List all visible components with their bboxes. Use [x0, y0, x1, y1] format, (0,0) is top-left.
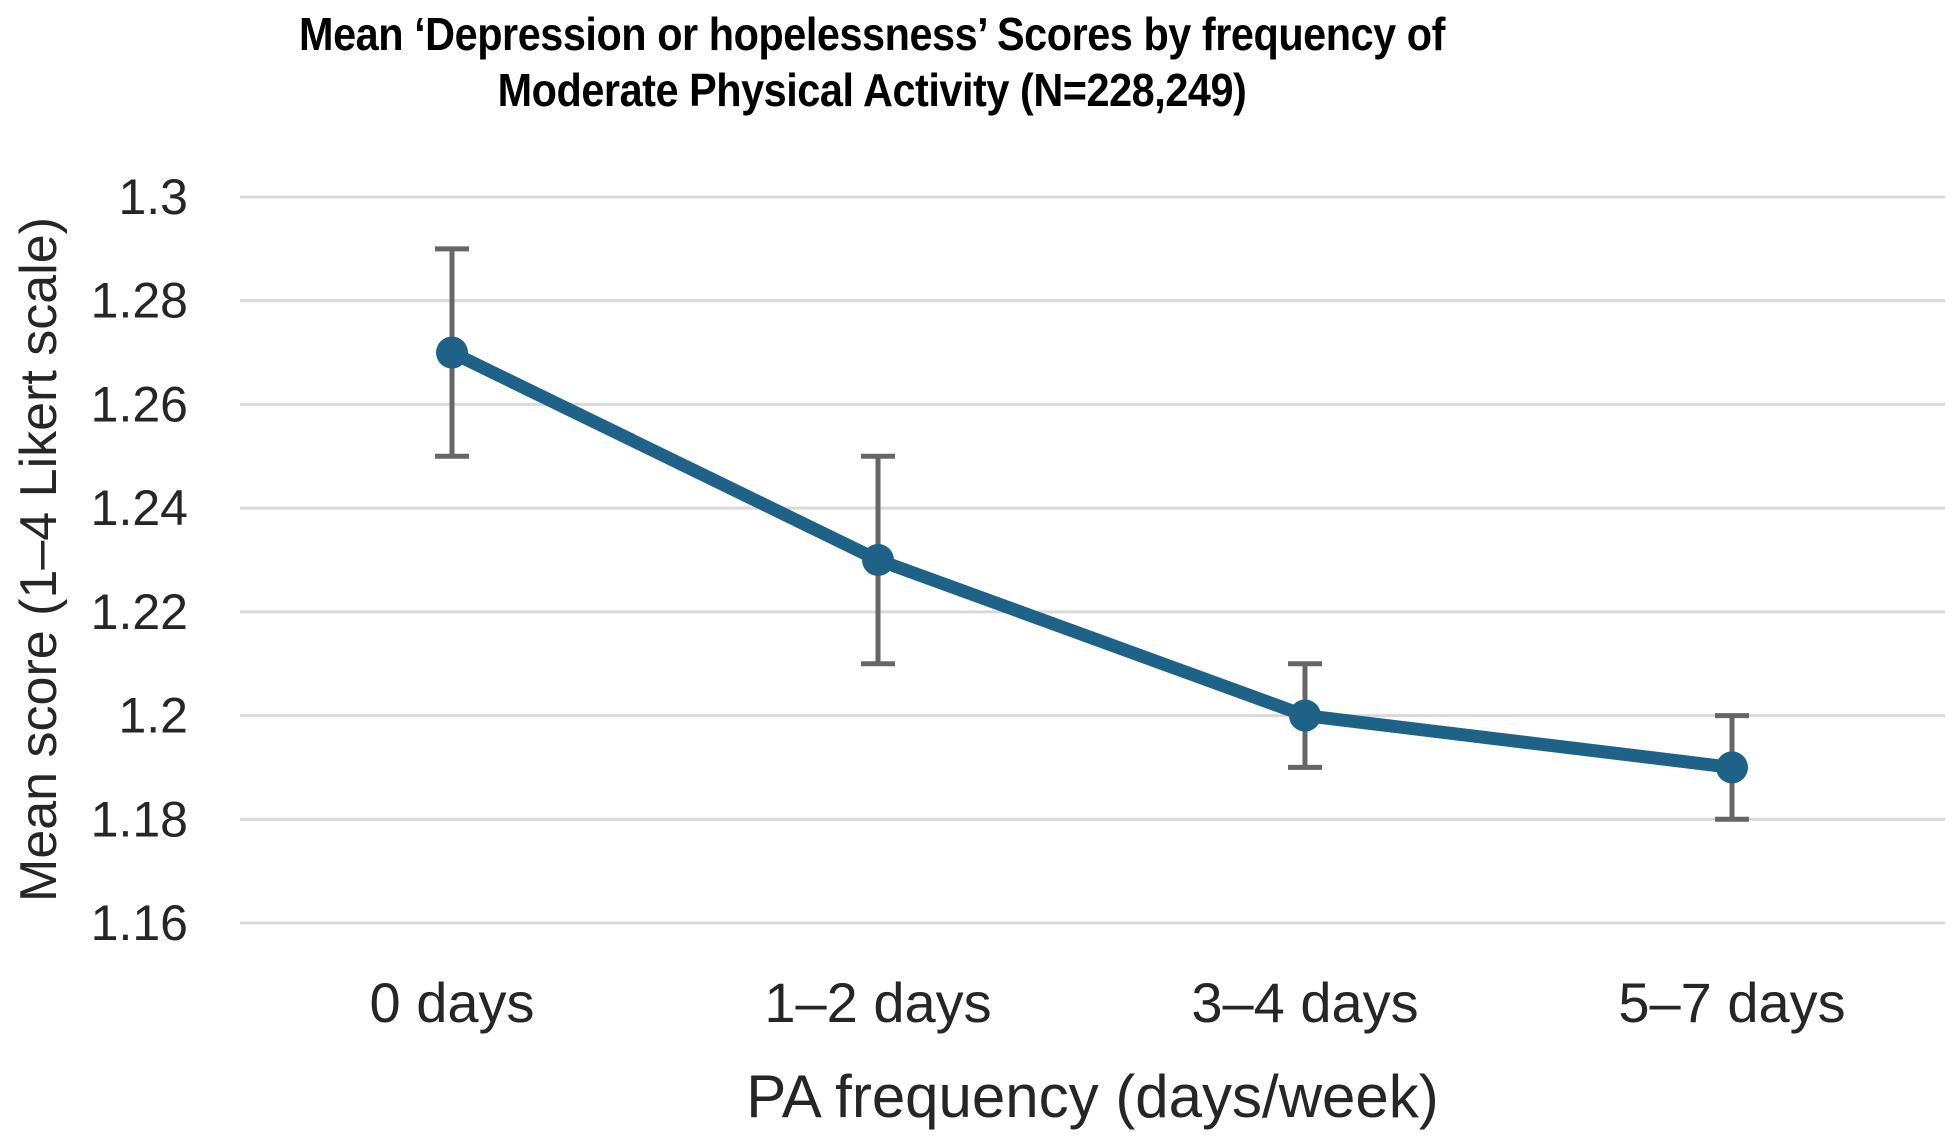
y-tick-label: 1.2	[118, 688, 188, 744]
data-point-marker	[862, 544, 894, 576]
x-tick-label: 5–7 days	[1618, 971, 1845, 1034]
data-point-marker	[1289, 699, 1321, 732]
chart-title: Mean ‘Depression or hopelessness’ Scores…	[87, 6, 1657, 118]
y-tick-label: 1.22	[91, 584, 188, 640]
chart-title-line2: Moderate Physical Activity (N=228,249)	[497, 64, 1247, 117]
y-tick-label: 1.26	[91, 376, 188, 432]
y-tick-label: 1.18	[91, 791, 188, 847]
x-tick-label: 1–2 days	[764, 971, 991, 1034]
chart-title-line1: Mean ‘Depression or hopelessness’ Scores…	[299, 8, 1445, 60]
y-tick-label: 1.24	[91, 480, 188, 536]
x-tick-label: 0 days	[370, 971, 535, 1034]
x-tick-label: 3–4 days	[1191, 971, 1418, 1034]
data-point-marker	[1716, 751, 1748, 784]
y-tick-label: 1.28	[91, 273, 188, 329]
series-line	[449, 346, 1733, 774]
x-axis-title: PA frequency (days/week)	[746, 1063, 1439, 1130]
data-point-marker	[436, 336, 468, 369]
y-tick-label: 1.16	[91, 895, 188, 951]
y-tick-label: 1.3	[118, 169, 188, 225]
